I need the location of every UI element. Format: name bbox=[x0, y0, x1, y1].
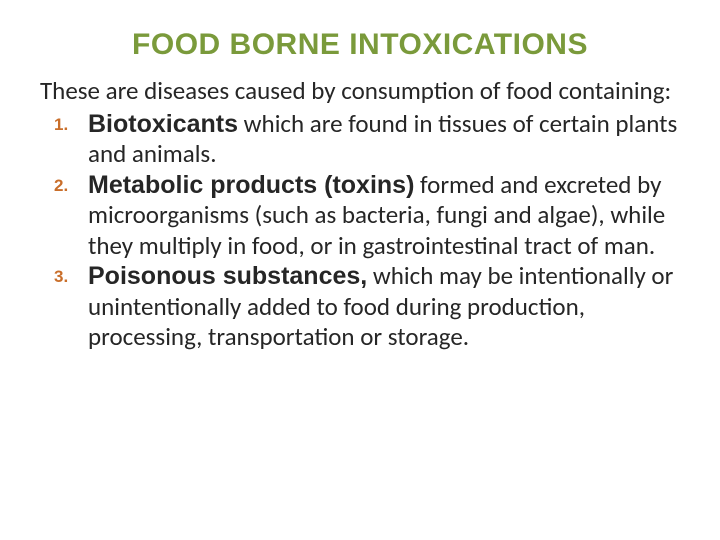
list-item: Biotoxicants which are found in tissues … bbox=[88, 109, 680, 170]
list-item-term: Metabolic products (toxins) bbox=[88, 171, 414, 199]
slide-title: FOOD BORNE INTOXICATIONS bbox=[40, 28, 680, 62]
numbered-list: Biotoxicants which are found in tissues … bbox=[40, 109, 680, 353]
list-item-term: Poisonous substances, bbox=[88, 262, 367, 290]
intro-text: These are diseases caused by consumption… bbox=[40, 76, 680, 107]
list-item: Metabolic products (toxins) formed and e… bbox=[88, 170, 680, 262]
list-item-term: Biotoxicants bbox=[88, 110, 238, 138]
list-item: Poisonous substances, which may be inten… bbox=[88, 261, 680, 353]
slide: FOOD BORNE INTOXICATIONS These are disea… bbox=[0, 0, 720, 540]
